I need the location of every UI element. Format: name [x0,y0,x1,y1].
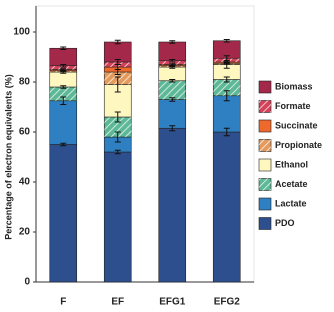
x-tick-label: EFG2 [214,297,241,308]
bar-hatch [49,65,77,70]
error-bar [223,55,230,62]
y-axis-label: Percentage of electron equivalents (%) [3,74,13,240]
error-bar [169,63,176,66]
legend-label: Acetate [275,179,308,189]
legend-label: Ethanol [275,159,308,169]
error-bar [114,149,121,155]
bar-segment [158,127,187,283]
legend-hatch [259,178,271,191]
bar-segment [103,151,132,283]
error-bar [169,125,176,132]
x-tick-label: EFG1 [159,297,186,308]
legend-hatch [259,139,271,152]
legend-label: Formate [275,101,311,111]
legend-label: Succinate [275,120,318,130]
bar-segment [212,95,241,133]
bar-hatch [49,87,77,101]
legend-label: Lactate [275,198,307,208]
error-bar [114,131,121,143]
bar-hatch [104,117,132,137]
error-bar [60,142,67,147]
error-bar [60,68,67,71]
x-tick-label: EF [111,297,124,308]
legend-label: Biomass [275,81,313,91]
legend-swatch [258,158,272,172]
error-bar [60,64,67,68]
y-tick-label: 40 [19,177,31,188]
bar-segment [158,66,187,82]
error-bar [60,85,67,89]
bar-segment [49,100,78,145]
bar-hatch [158,80,186,100]
error-bar [114,59,121,65]
error-bar [169,59,176,63]
bar-segment [49,144,78,283]
bar-segment [212,131,241,283]
y-tick-label: 20 [19,227,31,238]
bar-segment [158,99,187,129]
bar-hatch [158,60,186,65]
y-tick-label: 60 [19,127,31,138]
y-tick-label: 80 [19,77,31,88]
error-bar [114,76,121,93]
error-bar [169,40,176,44]
y-tick-label: 100 [13,27,30,38]
legend-swatch [258,217,272,230]
bar-segment [158,41,187,62]
error-bar [60,96,67,105]
bar-hatch [213,79,241,96]
bar-segment [49,71,78,88]
x-tick-label: F [60,297,66,308]
error-bar [223,90,230,102]
bar-segment [49,47,78,67]
error-bar [223,127,230,137]
error-bar [114,111,121,123]
legend-swatch [258,80,272,94]
error-bar [169,79,176,83]
legend-swatch [258,197,272,211]
error-bar [169,97,176,102]
legend-hatch [259,100,271,113]
legend-swatch [258,119,272,133]
error-bar [60,46,67,50]
legend-label: Propionate [275,140,322,150]
error-bar [223,39,230,43]
y-tick-label: 0 [24,277,30,288]
error-bar [223,76,230,83]
legend-label: PDO [275,218,295,228]
error-bar [114,39,121,45]
